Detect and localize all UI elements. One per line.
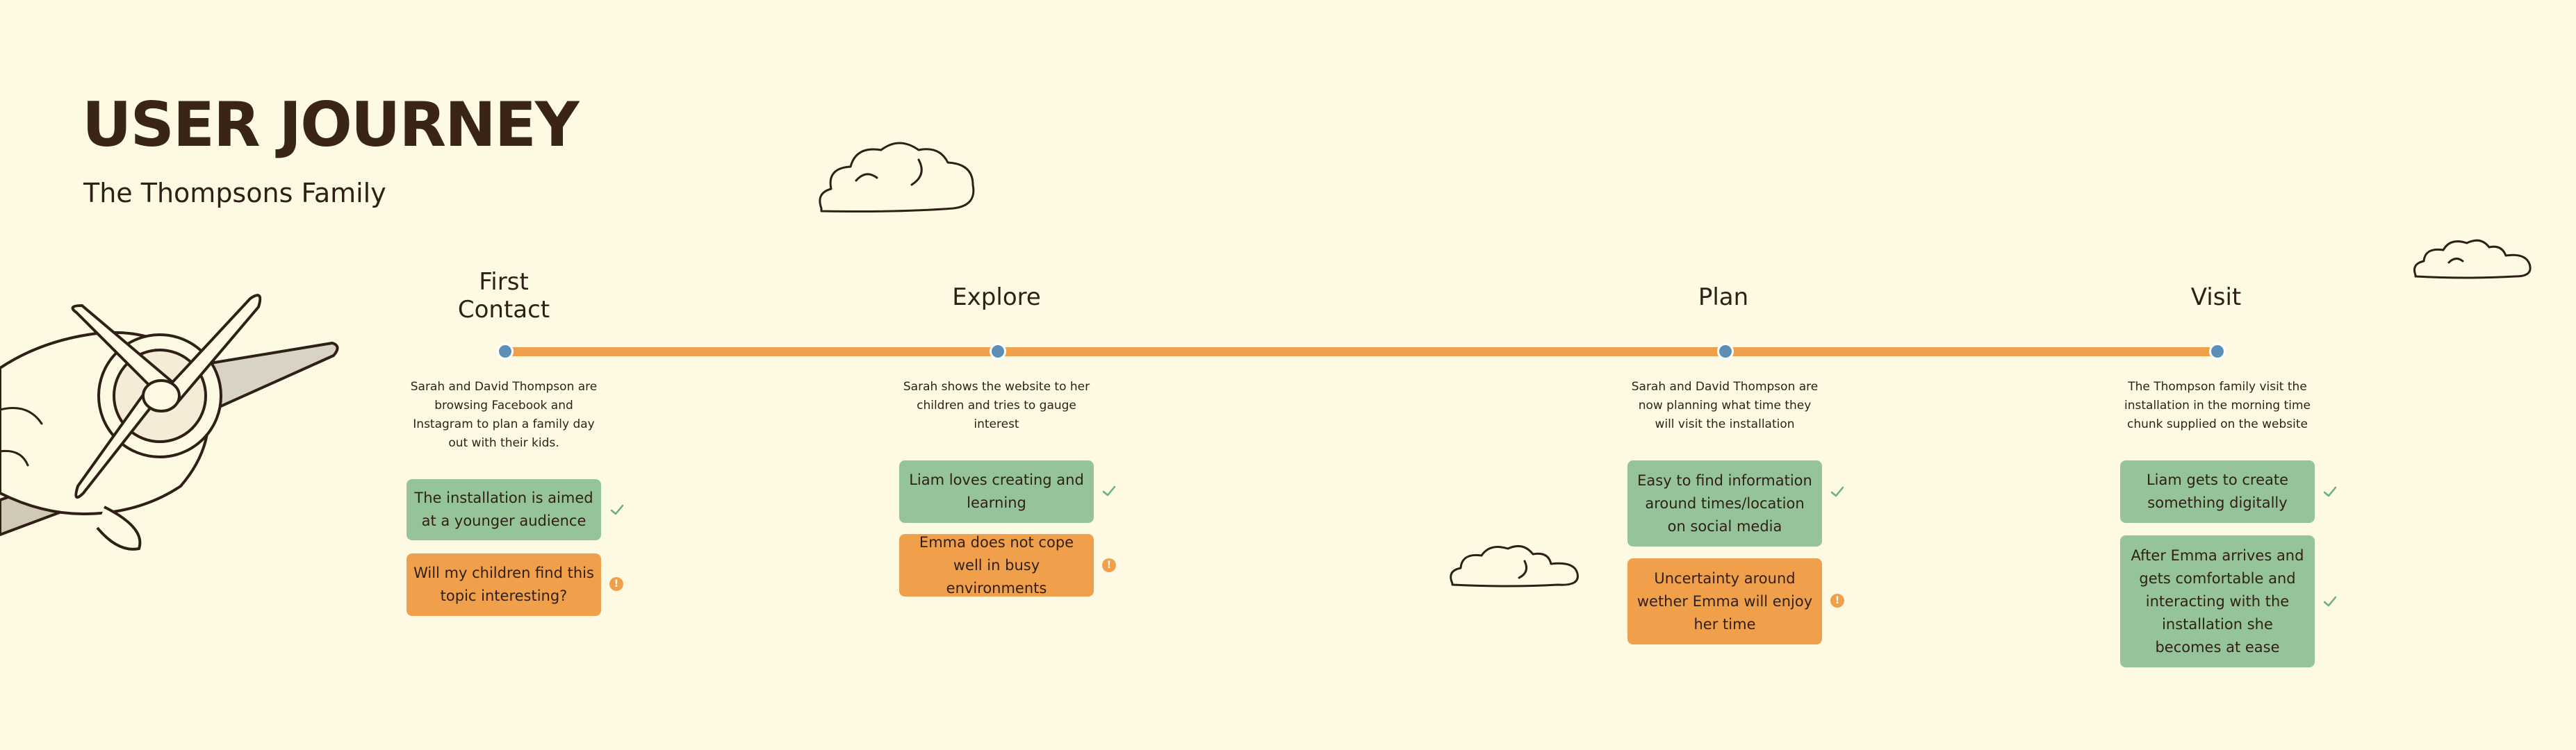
airplane-illustration	[0, 294, 339, 551]
stage-description: Sarah shows the website to her children …	[903, 380, 1090, 431]
cloud-icon	[1450, 544, 1579, 588]
timeline-node	[1717, 343, 1734, 360]
timeline-node	[497, 343, 514, 360]
stage-title-line: First	[479, 268, 529, 296]
positive-card: Liam loves creating and learning	[899, 460, 1094, 523]
stage-title-line: Contact	[457, 296, 550, 324]
stage-title-visit: Visit	[2190, 283, 2242, 311]
check-icon	[1102, 485, 1116, 497]
positive-card: After Emma arrives and gets comfortable …	[2120, 535, 2315, 667]
concern-card: Emma does not cope well in busy environm…	[899, 534, 1094, 597]
positive-card: Liam gets to create something digitally	[2120, 460, 2315, 523]
stage-description: The Thompson family visit the installati…	[2124, 380, 2311, 431]
timeline-node	[2209, 343, 2226, 360]
stage-title-explore: Explore	[952, 283, 1041, 311]
page-subtitle: The Thompsons Family	[83, 178, 386, 208]
positive-card: The installation is aimed at a younger a…	[407, 479, 601, 540]
stage-description: Sarah and David Thompson are now plannin…	[1631, 380, 1819, 431]
cloud-icon	[819, 142, 975, 212]
check-icon	[610, 504, 624, 515]
exclamation-icon: !	[609, 577, 623, 591]
stage-title-plan: Plan	[1698, 283, 1749, 311]
concern-card: Will my children find this topic interes…	[407, 553, 601, 616]
positive-card: Easy to find information around times/lo…	[1627, 460, 1822, 547]
timeline-line	[504, 347, 2217, 356]
exclamation-icon: !	[1830, 594, 1844, 608]
check-icon	[1830, 486, 1844, 497]
cloud-icon	[2413, 239, 2532, 279]
timeline-node	[990, 343, 1006, 360]
exclamation-icon: !	[1102, 558, 1116, 572]
check-icon	[2323, 596, 2337, 607]
concern-card: Uncertainty around wether Emma will enjo…	[1627, 558, 1822, 644]
stage-description: Sarah and David Thompson are browsing Fa…	[410, 380, 598, 450]
page-title: USER JOURNEY	[82, 89, 580, 160]
check-icon	[2323, 486, 2337, 497]
stage-title-first-contact: First Contact	[400, 268, 608, 324]
